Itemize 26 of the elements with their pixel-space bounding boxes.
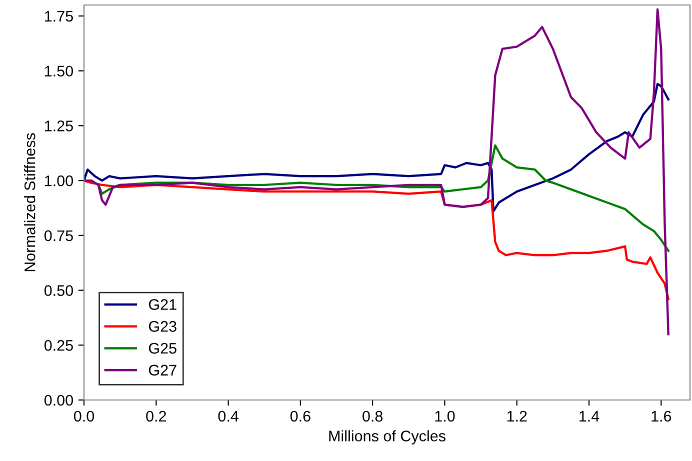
x-tick-label: 1.6 bbox=[652, 410, 672, 422]
y-tick-label: 0.25 bbox=[44, 340, 73, 351]
x-tick-label: 0.4 bbox=[218, 410, 238, 422]
x-axis-title: Millions of Cycles bbox=[329, 430, 446, 444]
line-series bbox=[84, 179, 670, 300]
legend-label: G21 bbox=[148, 299, 176, 310]
x-tick-label: 1.2 bbox=[507, 410, 527, 422]
y-axis-title: Normalized Stiffness bbox=[24, 133, 36, 272]
x-tick-label: 1.0 bbox=[435, 410, 455, 422]
y-tick-label: 0.75 bbox=[44, 230, 73, 242]
x-tick-label: 0.6 bbox=[290, 410, 310, 422]
line-series bbox=[84, 82, 670, 212]
y-tick-label: 1.75 bbox=[45, 10, 73, 22]
y-tick-label: 0.00 bbox=[44, 394, 73, 406]
y-tick-label: 0.50 bbox=[44, 285, 73, 296]
y-tick-label: 1.25 bbox=[45, 120, 73, 132]
line-series bbox=[84, 8, 670, 336]
x-tick-label: 0.2 bbox=[146, 410, 166, 422]
y-tick-label: 1.00 bbox=[45, 175, 73, 186]
y-tick-label: 1.50 bbox=[45, 66, 73, 77]
x-tick-label: 0.8 bbox=[362, 410, 383, 422]
x-tick-label: 1.4 bbox=[580, 410, 600, 422]
legend-label: G23 bbox=[148, 321, 176, 332]
legend-label: G25 bbox=[148, 342, 176, 354]
x-tick-label: 0.0 bbox=[74, 410, 94, 422]
legend-label: G27 bbox=[148, 364, 176, 376]
